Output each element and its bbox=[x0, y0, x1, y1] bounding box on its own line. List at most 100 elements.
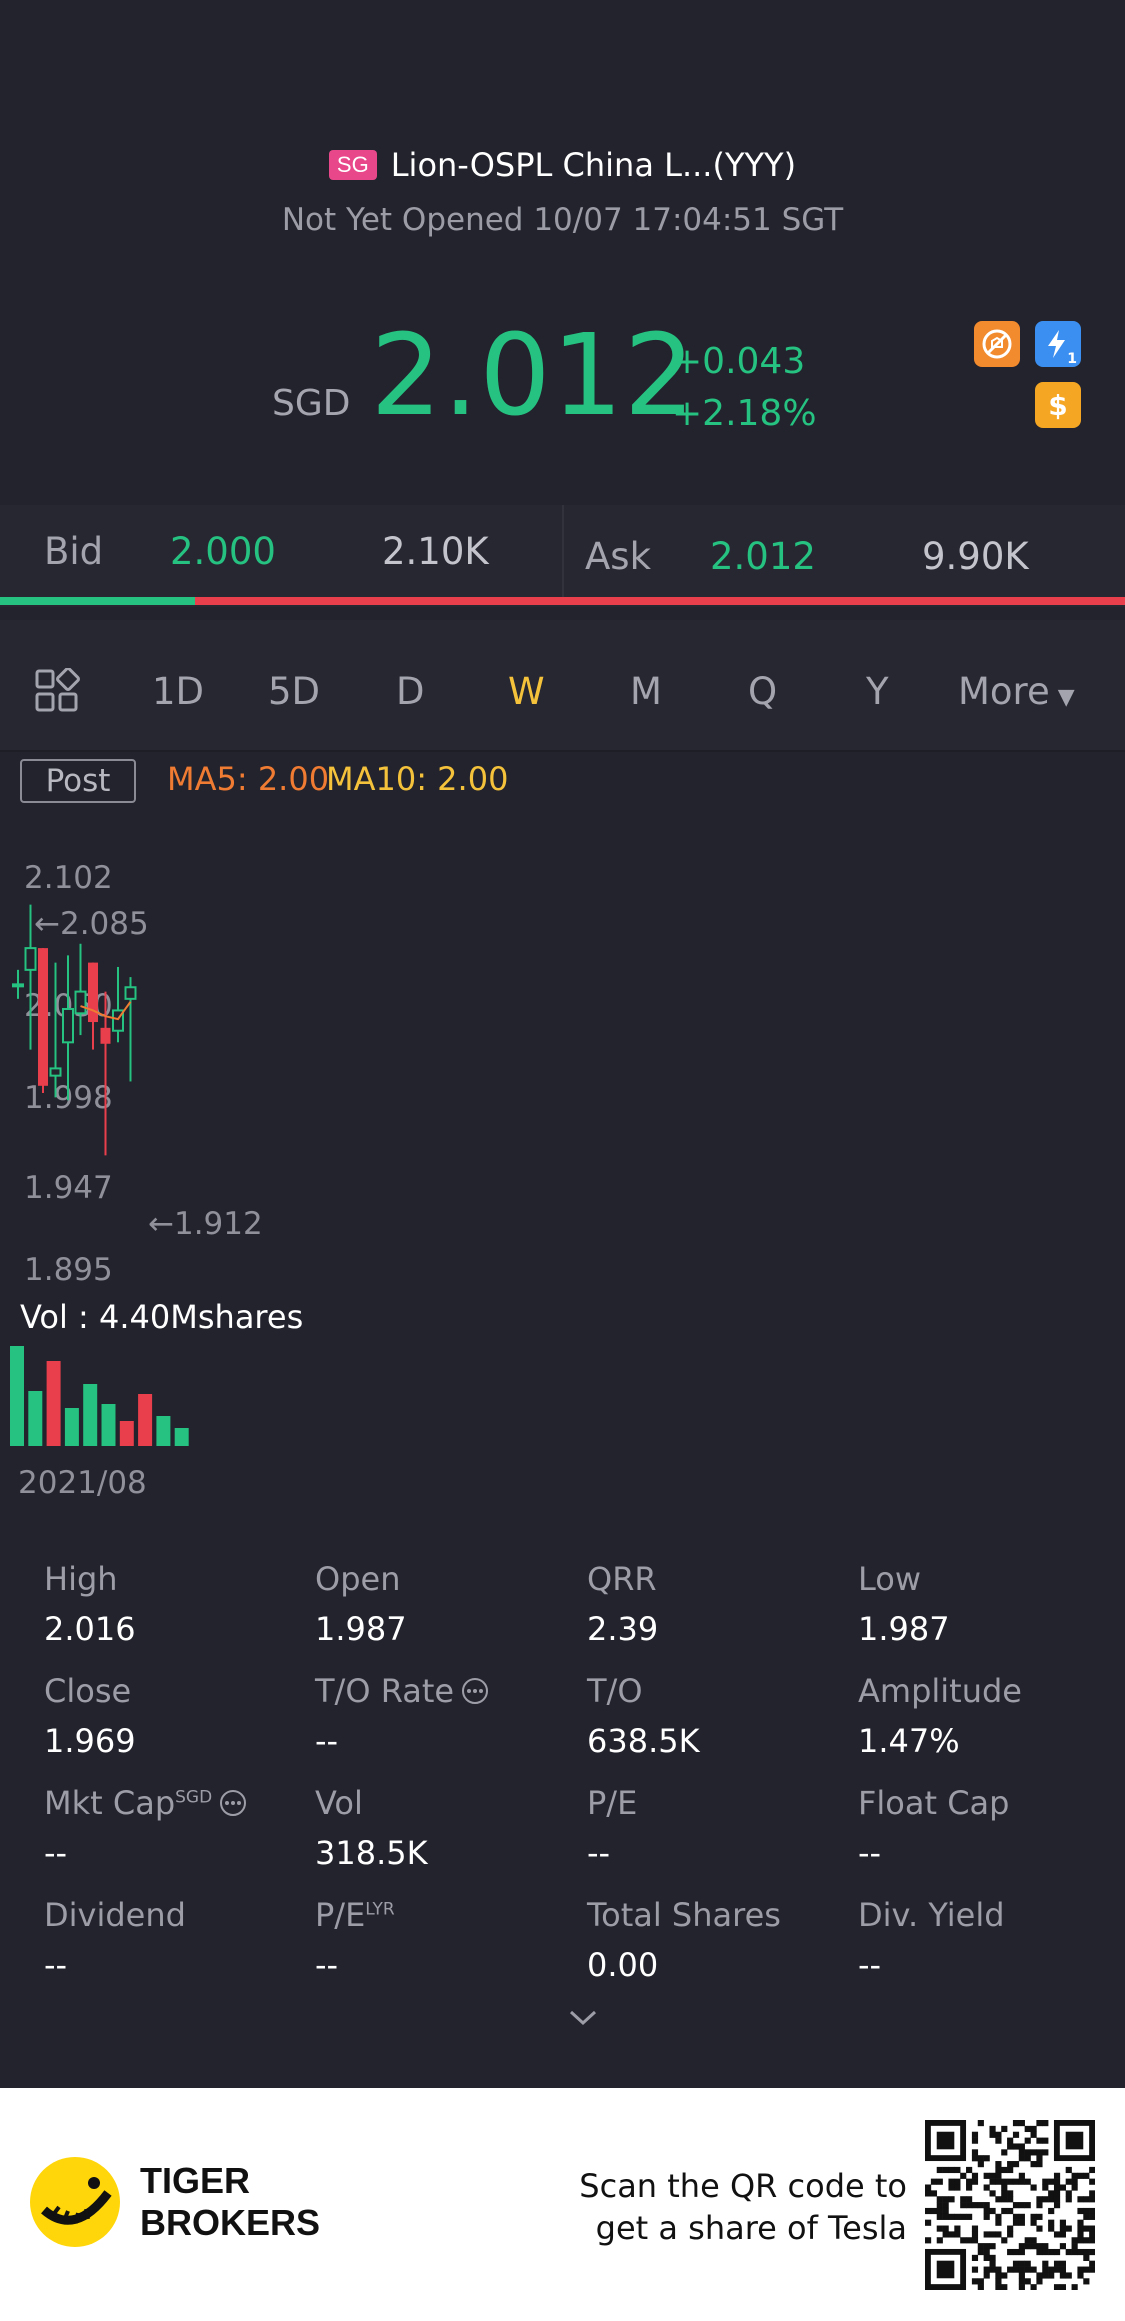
qr-module bbox=[1077, 2225, 1084, 2232]
qr-module bbox=[936, 2225, 943, 2232]
qr-module bbox=[1018, 2219, 1025, 2226]
qr-module bbox=[1053, 2190, 1061, 2197]
qr-module bbox=[995, 2166, 1002, 2174]
grid-icon[interactable] bbox=[34, 667, 80, 718]
tab-q[interactable]: Q bbox=[748, 670, 778, 713]
qr-module bbox=[995, 2131, 1002, 2138]
volume-chart[interactable] bbox=[0, 1340, 220, 1450]
qr-module bbox=[942, 2202, 949, 2209]
price-change-block: +0.043 +2.18% bbox=[672, 336, 817, 440]
stat-value: 2.016 bbox=[44, 1610, 136, 1648]
qr-module bbox=[1012, 2143, 1020, 2150]
qr-module bbox=[1018, 2149, 1025, 2156]
qr-module bbox=[966, 2166, 973, 2174]
post-button[interactable]: Post bbox=[20, 759, 136, 803]
volume-bar bbox=[10, 1346, 24, 1446]
qr-module bbox=[1007, 2225, 1014, 2232]
qr-module bbox=[1042, 2178, 1049, 2185]
qr-module bbox=[942, 2231, 949, 2238]
currency-label: SGD bbox=[272, 383, 351, 424]
qr-module bbox=[1036, 2272, 1043, 2279]
brand-line2: BROKERS bbox=[140, 2202, 321, 2243]
stat-superscript: LYR bbox=[365, 1899, 395, 1920]
qr-module bbox=[930, 2207, 938, 2215]
qr-module bbox=[971, 2225, 979, 2232]
qr-module bbox=[1077, 2219, 1084, 2226]
qr-module bbox=[936, 2213, 943, 2220]
qr-module bbox=[1018, 2178, 1025, 2185]
low-marker: ←1.912 bbox=[148, 1206, 263, 1242]
qr-module bbox=[977, 2120, 984, 2127]
tab-more-label: More bbox=[958, 670, 1050, 713]
qr-module bbox=[1024, 2278, 1031, 2285]
qr-module bbox=[1071, 2284, 1078, 2290]
stat-label: Vol bbox=[315, 1784, 363, 1822]
lightning-icon[interactable]: 1 bbox=[1035, 321, 1081, 367]
dollar-icon[interactable]: $ bbox=[1035, 382, 1081, 428]
ma10-label: MA10: 2.00 bbox=[326, 760, 509, 798]
qr-module bbox=[936, 2202, 943, 2209]
qr-module bbox=[942, 2196, 949, 2203]
qr-module bbox=[1048, 2196, 1055, 2203]
qr-module bbox=[1024, 2260, 1031, 2267]
qr-module bbox=[983, 2272, 990, 2279]
qr-module bbox=[1065, 2225, 1072, 2232]
qr-module bbox=[1071, 2184, 1078, 2191]
qr-module bbox=[983, 2243, 990, 2250]
qr-module bbox=[1001, 2149, 1008, 2156]
volume-bar bbox=[138, 1394, 153, 1446]
stat-label-text: QRR bbox=[587, 1560, 657, 1598]
tab-more[interactable]: More ▼ bbox=[958, 670, 1075, 713]
expand-chevron-icon[interactable] bbox=[568, 2008, 598, 2032]
qr-module bbox=[1007, 2231, 1014, 2238]
qr-module bbox=[948, 2231, 955, 2238]
qr-module bbox=[1018, 2155, 1025, 2162]
tab-d[interactable]: D bbox=[396, 670, 425, 713]
stat-label-text: T/O Rate bbox=[315, 1672, 455, 1710]
stat-label-text: Open bbox=[315, 1560, 401, 1598]
qr-module bbox=[1059, 2243, 1066, 2250]
qr-module bbox=[948, 2213, 955, 2220]
stock-title[interactable]: Lion-OSPL China L...(YYY) bbox=[390, 146, 797, 184]
qr-module bbox=[1089, 2178, 1095, 2185]
qr-module bbox=[971, 2155, 979, 2162]
qr-module bbox=[1083, 2172, 1090, 2179]
no-entry-icon[interactable] bbox=[974, 321, 1020, 367]
qr-module bbox=[1012, 2213, 1020, 2220]
stat-value: -- bbox=[858, 1834, 882, 1872]
candle-body bbox=[24, 947, 37, 971]
qr-module bbox=[1007, 2143, 1014, 2150]
qr-module bbox=[1030, 2237, 1037, 2244]
qr-module bbox=[1077, 2196, 1084, 2203]
qr-module bbox=[1083, 2278, 1090, 2285]
qr-module bbox=[1071, 2178, 1078, 2185]
tab-y[interactable]: Y bbox=[866, 670, 889, 713]
qr-module bbox=[1024, 2202, 1031, 2209]
qr-module bbox=[942, 2225, 949, 2232]
qr-module bbox=[1048, 2272, 1055, 2279]
tab-5d[interactable]: 5D bbox=[268, 670, 321, 713]
info-icon[interactable] bbox=[212, 1784, 248, 1822]
tab-m[interactable]: M bbox=[630, 670, 662, 713]
stat-value: -- bbox=[587, 1834, 611, 1872]
tab-1d[interactable]: 1D bbox=[152, 670, 205, 713]
qr-module bbox=[1012, 2161, 1020, 2168]
stat-label-text: Close bbox=[44, 1672, 132, 1710]
qr-module bbox=[930, 2178, 938, 2185]
qr-module bbox=[960, 2172, 967, 2179]
info-icon[interactable] bbox=[454, 1672, 490, 1710]
candlestick-chart[interactable] bbox=[0, 880, 220, 1210]
qr-module bbox=[1036, 2137, 1043, 2144]
qr-module bbox=[1089, 2248, 1095, 2256]
qr-module bbox=[1024, 2155, 1031, 2162]
qr-module bbox=[1053, 2260, 1061, 2267]
qr-module bbox=[954, 2166, 961, 2174]
candle-body bbox=[62, 1007, 74, 1044]
stat-label: Low bbox=[858, 1560, 921, 1598]
tab-w[interactable]: W bbox=[508, 670, 545, 713]
qr-module bbox=[1001, 2196, 1008, 2203]
ma5-label: MA5: 2.00 bbox=[167, 760, 330, 798]
qr-code[interactable] bbox=[925, 2120, 1095, 2290]
qr-module bbox=[966, 2213, 973, 2220]
qr-module bbox=[983, 2248, 990, 2256]
